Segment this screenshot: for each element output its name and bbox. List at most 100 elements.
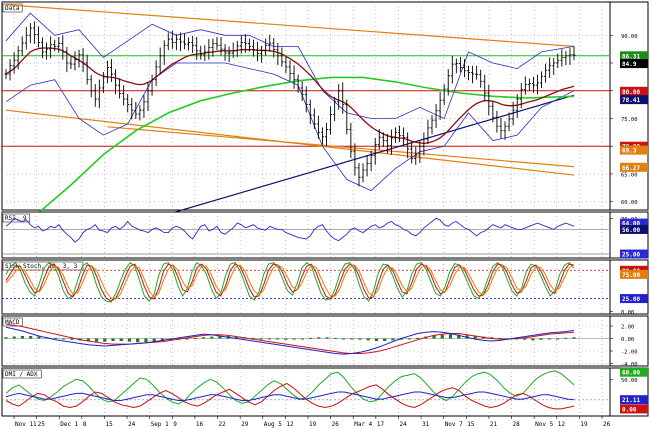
x-tick-label: 17 [377,421,385,428]
price-tag [620,218,648,228]
y-tick-label: 65.00 [621,172,638,178]
macd-histogram-bar [341,338,346,340]
macd-histogram-bar [457,334,461,339]
macd-histogram-bar [4,337,8,339]
macd-histogram-bar [144,338,148,343]
y-tick-label: -2.00 [621,350,638,356]
macd-histogram-bar [185,338,189,340]
macd-histogram-bar [86,338,90,341]
x-tick-label: 22 [219,421,227,428]
price-tag [620,86,648,96]
panel-title-box [2,3,23,13]
macd-histogram-bar [448,334,453,339]
macd-histogram-bar [308,337,313,339]
macd-histogram-bar [300,338,304,340]
price-tag [620,395,648,405]
macd-histogram-bar [498,337,502,339]
price-tag-label: 0.00 [622,406,637,413]
panel-title-box [2,317,23,327]
macd-histogram-bar [383,338,387,341]
panel-frame [1,1,649,211]
price-tag-label: 80.00 [622,89,640,96]
macd-histogram-bar [415,337,420,339]
macd-histogram-bar [127,338,132,342]
macd-histogram-bar [201,337,206,339]
y-tick-label: 0.00 [621,337,634,343]
x-tick-label: 12 [558,421,566,428]
ma-long-green [5,76,575,228]
panel-title: MACD [5,319,20,326]
macd-histogram-bar [473,336,477,339]
price-tag-label: 84.9 [622,61,637,68]
trendline [107,126,575,168]
macd-histogram-bar [547,338,551,340]
bollinger-lower [5,62,575,192]
y-tick-label: 2.00 [621,325,634,331]
x-tick-label: 25 [38,421,46,428]
x-tick-label: 19 [580,421,588,428]
price-tag-label: 86.31 [622,53,640,60]
price-tag [620,249,648,259]
price-tag-label: 60.00 [622,370,640,377]
x-tick-label: 26 [332,421,340,428]
macd-histogram-bar [103,338,107,342]
price-tag-label: 64.00 [622,221,640,228]
panel-title-box [2,369,42,379]
macd-histogram-bar [267,338,272,340]
x-tick-label: Nov 5 [535,421,553,428]
price-tag [620,367,648,377]
x-tick-label: Sep 1 [151,421,169,428]
panel-frame [1,315,649,367]
stoch-line [5,261,575,303]
x-tick-label: 29 [241,421,249,428]
macd-histogram-bar [70,338,74,340]
macd-histogram-bar [564,337,568,339]
panel-title-box [2,213,31,223]
price-tag-label: 25.00 [622,252,640,259]
bollinger-upper [5,12,575,120]
macd-histogram-bar [20,336,25,339]
x-tick-label: 19 [309,421,317,428]
panel-title: RSI, 9 [5,215,27,222]
macd-histogram-bar [407,338,411,340]
panel-title: DMI / ADX [5,371,38,378]
y-tick-label: 50.00 [621,378,638,384]
price-tag [620,294,648,304]
price-tag [620,59,648,69]
x-tick-label: Dec 1 [60,421,78,428]
x-tick-label: 28 [513,421,521,428]
macd-histogram-bar [325,337,329,339]
x-tick-label: 15 [105,421,113,428]
macd-histogram-bar [358,338,362,340]
panel-title: Data [5,5,20,12]
y-tick-label: 75.00 [621,117,638,123]
macd-histogram-bar [160,338,165,341]
x-tick-label: 31 [422,421,430,428]
x-tick-label: 24 [399,421,407,428]
price-tag-label: 56.00 [622,227,640,234]
price-tag-label: 66.27 [622,165,640,172]
price-tag-label: 75.00 [622,272,640,279]
stoch-line [5,264,575,300]
price-tag [620,145,648,155]
macd-histogram-bar [284,338,288,340]
macd-histogram-bar [276,338,280,340]
trendline [5,4,575,47]
macd-histogram-bar [111,338,115,341]
panel-title: Slow Stoch, 10, 3, 3 [5,263,78,270]
price-tag [620,224,648,234]
x-tick-label: 9 [173,421,177,428]
macd-histogram-bar [152,338,156,342]
panel-frame [1,211,649,259]
x-tick-label: Mar 4 [354,421,372,428]
price-tag-label: 78.41 [622,97,640,104]
x-tick-label: Aug 5 [264,421,282,428]
y-tick-label: 90.00 [621,34,638,40]
dmi-line [5,370,575,405]
macd-histogram-bar [12,336,16,339]
price-tag [620,269,648,279]
dmi-line [5,382,575,410]
macd-histogram-bar [37,336,41,339]
x-tick-label: 24 [128,421,136,428]
x-tick-label: 12 [286,421,294,428]
